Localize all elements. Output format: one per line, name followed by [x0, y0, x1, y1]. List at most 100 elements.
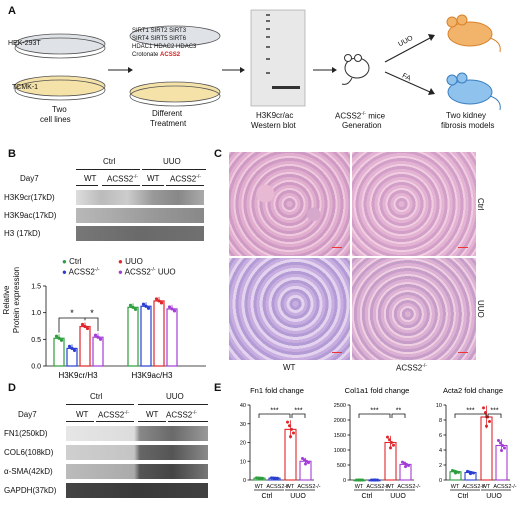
e-x-label: WT	[386, 484, 395, 490]
b-data-point	[172, 309, 177, 313]
b-y-tick-label: 0.5	[31, 337, 41, 344]
b-y-tick-label: 0.0	[31, 364, 41, 371]
e-data-point	[497, 439, 500, 443]
e-y-tick-label: 30	[240, 422, 246, 428]
mouse-icon-center	[341, 54, 370, 85]
e-data-point	[361, 478, 364, 482]
b-blot-h3k9cr	[76, 190, 204, 205]
e-data-point	[390, 441, 393, 444]
treatment-item: SIRT2	[150, 28, 168, 34]
e-data-point	[386, 435, 389, 439]
treatment-item: SIRT3	[169, 28, 187, 34]
b-data-point	[59, 338, 64, 342]
e-data-point	[454, 471, 457, 475]
b-data-point	[98, 337, 103, 341]
b-band-label: H3K9ac(17kD)	[4, 211, 57, 220]
b-bar	[140, 305, 152, 367]
b-ko-2: ACSS2-/-	[170, 174, 201, 184]
b-bar	[166, 308, 178, 367]
treatment-item: HDAC2	[154, 44, 175, 50]
e-x-label: WT	[255, 484, 264, 490]
d-band-label: COL6(108kD)	[4, 448, 54, 457]
treatment-item: SIRT5	[150, 36, 168, 42]
d-ko-2: ACSS2-/-	[166, 410, 197, 420]
e-x-label: ACSS2-/-	[493, 484, 516, 490]
e-x-label: ACSS2-/-	[462, 484, 485, 490]
e-data-point	[407, 464, 410, 468]
b-data-point	[72, 348, 77, 352]
b-blot-h3	[76, 226, 204, 241]
e-data-point	[373, 478, 376, 482]
e-sig-bracket	[487, 413, 502, 418]
d-day: Day7	[18, 410, 37, 419]
e-data-point	[389, 446, 392, 450]
d-band-label: FN1(250kD)	[4, 429, 48, 438]
b-bar	[127, 306, 139, 367]
e-data-point	[500, 448, 503, 452]
b-data-point	[70, 346, 74, 350]
b-group-ctrl: Ctrl	[103, 157, 116, 166]
e-data-point	[307, 461, 310, 465]
treatment-dish-top	[129, 25, 221, 47]
histology-uuo-wt	[229, 258, 350, 360]
b-category-label: H3K9ac/H3	[132, 371, 173, 380]
e-y-tick-label: 0	[243, 478, 246, 484]
b-data-point	[131, 305, 135, 309]
e-data-point	[488, 420, 491, 424]
b-data-point	[57, 336, 61, 340]
e-sig-bracket	[391, 413, 406, 418]
b-data-point	[157, 299, 161, 303]
b-band-label: H3K9cr(17kD)	[4, 193, 55, 202]
e-data-point	[261, 476, 264, 480]
acss2-label: ACSS2	[160, 52, 181, 58]
treatment-item: HDAC1	[132, 44, 153, 50]
e-chart-col1a1: Col1a1 fold change 0 500 1000 1500 2000 2500 **…	[334, 386, 421, 500]
b-data-point	[144, 304, 148, 308]
e-data-point	[388, 438, 391, 442]
e-data-point	[286, 420, 289, 424]
e-y-tick-label: 8	[439, 418, 442, 424]
scale-bar	[458, 247, 468, 248]
e-y-tick-label: 0	[439, 478, 442, 484]
c-row-uuo: UUO	[476, 300, 485, 318]
b-y-tick-label: 1.0	[31, 310, 41, 317]
mice-caption-2: Generation	[342, 121, 382, 130]
e-data-point	[276, 476, 279, 480]
b-bar	[53, 337, 65, 367]
e-y-tick-label: 20	[240, 441, 246, 447]
e-group-label: Ctrl	[262, 493, 273, 500]
c-col-wt: WT	[283, 363, 296, 372]
b-sig-star: *	[90, 308, 94, 318]
c-col-ko: ACSS2-/-	[396, 363, 427, 373]
e-y-tick-label: 2000	[334, 418, 346, 424]
e-data-point	[499, 441, 502, 445]
b-bar	[153, 300, 165, 367]
b-day: Day7	[20, 174, 39, 183]
c-row-ctrl: Ctrl	[476, 198, 485, 211]
mice-caption-1: ACSS2-/- mice	[335, 111, 386, 121]
panel-a-letter: A	[8, 5, 16, 17]
scale-bar	[332, 352, 342, 353]
scale-bar	[332, 247, 342, 248]
e-data-point	[457, 470, 460, 474]
e-data-point	[404, 465, 407, 469]
treatment-item: HDAC3	[176, 44, 197, 50]
treatment-item: SIRT1	[132, 28, 149, 34]
b-wt-1: WT	[84, 174, 97, 183]
e-data-point	[485, 424, 488, 428]
e-x-label: ACSS2-/-	[266, 484, 289, 490]
treatment-list: SIRT1 SIRT2 SIRT3 SIRT4 SIRT5 SIRT6 HDAC…	[132, 27, 232, 59]
b-category-label: H3K9cr/H3	[58, 371, 98, 380]
d-blot-asma	[66, 464, 208, 479]
d-group-uuo: UUO	[166, 392, 184, 401]
e-group-label: UUO	[486, 493, 502, 500]
e-sig-label: **	[396, 408, 402, 415]
two-cell-lines-caption-2: cell lines	[40, 115, 71, 124]
e-group-label: Ctrl	[458, 493, 469, 500]
e-y-tick-label: 500	[337, 463, 346, 469]
d-wt-2: WT	[146, 410, 159, 419]
b-group-uuo: UUO	[163, 157, 181, 166]
e-x-label: WT	[286, 484, 295, 490]
